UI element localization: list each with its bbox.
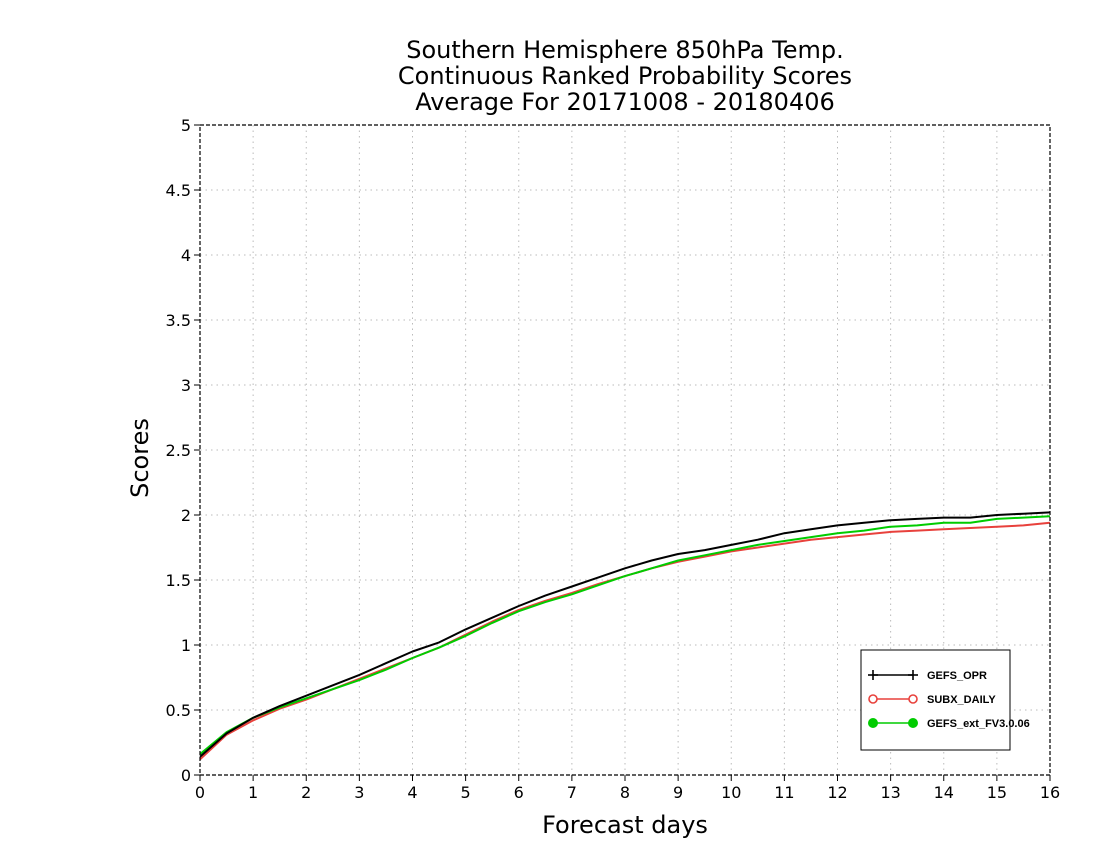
legend-marker-open-circle [868,694,878,704]
title-line-3: Average For 20171008 - 20180406 [415,88,835,116]
legend-marker-open-circle [908,694,918,704]
x-axis-label: Forecast days [542,811,708,839]
y-tick-label: 1 [181,636,191,655]
title-line-2: Continuous Ranked Probability Scores [398,62,852,90]
y-tick-label: 1.5 [166,571,191,590]
x-tick-label: 10 [721,783,741,802]
y-tick-label: 3 [181,376,191,395]
legend: GEFS_OPR SUBX_DAILY GEFS_ext_FV3.0.06 [860,649,1030,751]
y-tick-label: 2.5 [166,441,191,460]
legend-label: GEFS_OPR [927,670,987,682]
series-line-gefs-ext-fv3-0-06 [199,515,1051,755]
x-tick-label: 1 [248,783,258,802]
y-tick-label: 0 [181,766,191,785]
chart-title: Southern Hemisphere 850hPa Temp. Continu… [398,36,852,116]
x-tick-label: 6 [514,783,524,802]
legend-marker-filled-circle [868,718,878,728]
legend-marker-filled-circle [908,718,918,728]
x-tick-label: 7 [567,783,577,802]
x-tick-label: 3 [354,783,364,802]
x-tick-label: 0 [195,783,205,802]
legend-label: SUBX_DAILY [927,694,996,706]
series-line-gefs-opr [199,511,1051,758]
x-tick-label: 5 [461,783,471,802]
x-tick-label: 12 [827,783,847,802]
x-tick-label: 14 [934,783,954,802]
y-tick-label: 3.5 [166,311,191,330]
x-tick-label: 13 [880,783,900,802]
x-tick-label: 4 [407,783,417,802]
x-tick-label: 8 [620,783,630,802]
x-tick-label: 11 [774,783,794,802]
x-axis-ticks: 0 1 2 3 4 5 6 7 8 9 10 11 12 13 14 15 16 [195,775,1060,802]
y-axis-label: Scores [126,418,154,498]
y-axis-ticks: 0 0.5 1 1.5 2 2.5 3 3.5 4 4.5 5 [166,116,200,785]
x-tick-label: 9 [673,783,683,802]
x-tick-label: 2 [301,783,311,802]
y-tick-label: 0.5 [166,701,191,720]
title-line-1: Southern Hemisphere 850hPa Temp. [406,36,843,64]
y-tick-label: 2 [181,506,191,525]
legend-label: GEFS_ext_FV3.0.06 [927,718,1030,730]
y-tick-label: 4 [181,246,191,265]
data-series [199,511,1051,761]
y-tick-label: 4.5 [166,181,191,200]
grid-lines [200,125,1050,775]
y-tick-label: 5 [181,116,191,135]
x-tick-label: 16 [1040,783,1060,802]
legend-box [860,649,1011,751]
x-tick-label: 15 [987,783,1007,802]
